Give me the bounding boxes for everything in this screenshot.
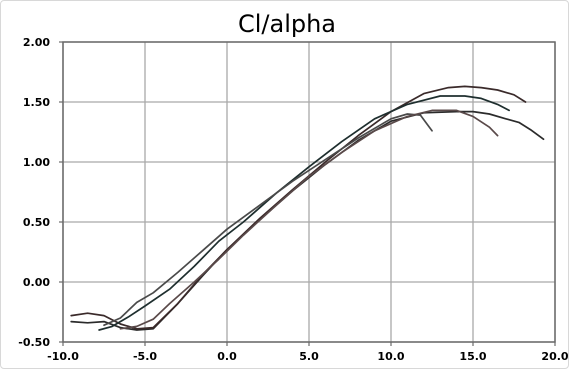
chart-title: Cl/alpha — [238, 10, 336, 38]
y-tick-label: -0.50 — [18, 336, 50, 349]
x-tick-label: -10.0 — [47, 350, 79, 363]
y-tick-label: 0.00 — [23, 276, 50, 289]
series-line-1 — [70, 110, 545, 331]
y-axis: 2.00 1.50 1.00 0.50 0.00 -0.50 — [18, 36, 63, 349]
x-tick-label: 5.0 — [299, 350, 319, 363]
y-tick-label: 0.50 — [23, 216, 50, 229]
series-line-2 — [70, 85, 527, 330]
x-tick-label: 0.0 — [217, 350, 237, 363]
y-tick-label: 1.00 — [23, 156, 50, 169]
x-tick-label: 20.0 — [541, 350, 568, 363]
series-line-4 — [103, 113, 433, 327]
series-line-5 — [119, 109, 499, 330]
series-line-3 — [98, 95, 510, 331]
x-tick-label: 15.0 — [459, 350, 486, 363]
y-tick-label: 2.00 — [23, 36, 50, 49]
data-lines — [70, 85, 545, 331]
x-tick-label: -5.0 — [133, 350, 157, 363]
y-tick-label: 1.50 — [23, 96, 50, 109]
x-tick-label: 10.0 — [377, 350, 404, 363]
x-axis: -10.0 -5.0 0.0 5.0 10.0 15.0 20.0 — [47, 342, 569, 363]
